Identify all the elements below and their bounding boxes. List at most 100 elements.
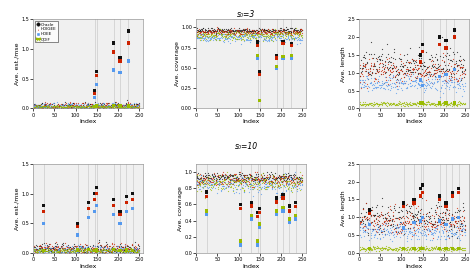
- Point: [370, 52, 378, 56]
- Point: [108, 245, 116, 250]
- Point: [199, 179, 207, 184]
- Point: [424, 75, 432, 79]
- Point: [240, 190, 247, 194]
- Point: [120, 105, 128, 110]
- Point: [202, 32, 210, 37]
- Point: [275, 31, 283, 36]
- Point: [380, 70, 387, 74]
- Point: [124, 104, 131, 109]
- Point: [240, 28, 247, 32]
- Point: [433, 206, 441, 210]
- Point: [115, 104, 122, 109]
- Point: [397, 220, 404, 224]
- Point: [77, 104, 84, 109]
- Point: [258, 30, 266, 34]
- Point: [372, 85, 380, 89]
- Point: [91, 89, 99, 93]
- Point: [95, 104, 103, 108]
- Point: [232, 28, 240, 32]
- Point: [256, 222, 264, 226]
- Point: [257, 177, 265, 182]
- Point: [461, 101, 469, 106]
- Point: [49, 106, 57, 110]
- Point: [438, 215, 446, 219]
- Point: [83, 106, 91, 110]
- Point: [427, 86, 435, 90]
- Point: [128, 243, 136, 248]
- Point: [237, 32, 245, 37]
- Point: [74, 221, 82, 226]
- Point: [361, 229, 369, 233]
- Point: [442, 216, 449, 221]
- Point: [416, 246, 423, 251]
- Point: [67, 104, 74, 108]
- Point: [282, 31, 289, 35]
- Point: [412, 58, 419, 63]
- Point: [73, 103, 80, 108]
- Point: [412, 218, 419, 223]
- Point: [388, 60, 395, 64]
- Point: [445, 79, 452, 83]
- Point: [227, 26, 235, 30]
- Point: [104, 248, 111, 252]
- Point: [129, 104, 137, 108]
- Point: [389, 230, 397, 234]
- Point: [219, 170, 227, 175]
- Point: [53, 104, 60, 108]
- Point: [210, 34, 217, 39]
- Point: [416, 208, 423, 212]
- Point: [45, 250, 53, 254]
- Point: [69, 103, 76, 108]
- Point: [239, 180, 247, 184]
- Point: [419, 71, 427, 75]
- Point: [406, 64, 413, 69]
- Point: [243, 178, 251, 183]
- Point: [100, 106, 108, 111]
- Point: [39, 106, 47, 110]
- Point: [460, 214, 467, 219]
- Point: [122, 247, 130, 251]
- Point: [446, 211, 453, 215]
- Point: [447, 224, 455, 229]
- Point: [366, 211, 374, 216]
- Point: [245, 27, 253, 31]
- Point: [279, 28, 286, 32]
- Point: [198, 35, 205, 39]
- Point: [287, 29, 295, 33]
- Point: [99, 251, 107, 255]
- Point: [376, 226, 383, 230]
- Point: [249, 28, 256, 32]
- Point: [446, 77, 454, 82]
- Point: [214, 179, 221, 183]
- Point: [412, 233, 419, 237]
- Point: [357, 219, 365, 224]
- Point: [206, 179, 213, 183]
- Point: [36, 244, 43, 249]
- Point: [419, 79, 426, 84]
- Point: [208, 34, 216, 39]
- Point: [444, 68, 452, 73]
- Point: [206, 183, 213, 188]
- Point: [428, 76, 435, 81]
- Point: [397, 246, 404, 250]
- Point: [34, 103, 42, 107]
- Point: [376, 235, 383, 240]
- Point: [121, 243, 129, 247]
- Point: [294, 31, 301, 36]
- Point: [221, 173, 229, 177]
- Point: [264, 32, 271, 36]
- Point: [444, 212, 452, 216]
- Point: [69, 249, 76, 254]
- Point: [65, 104, 73, 108]
- Point: [251, 178, 258, 182]
- Point: [135, 248, 143, 252]
- Point: [207, 183, 215, 187]
- Point: [211, 28, 219, 32]
- Point: [209, 178, 217, 182]
- Point: [87, 102, 95, 106]
- Point: [213, 171, 221, 176]
- Point: [385, 219, 393, 223]
- Point: [34, 250, 41, 255]
- Point: [118, 249, 126, 254]
- Point: [41, 243, 48, 248]
